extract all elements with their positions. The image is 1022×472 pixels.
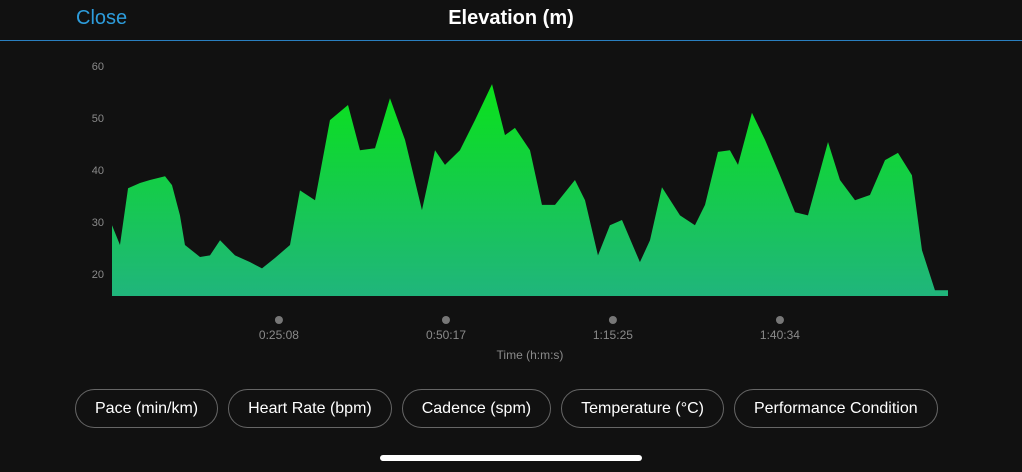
x-tick-mark	[274, 316, 283, 324]
x-tick-label: 0:25:08	[259, 328, 299, 342]
x-tick-mark	[441, 316, 450, 324]
y-tick-label: 30	[92, 217, 104, 229]
y-tick-label: 40	[92, 165, 104, 177]
x-tick-mark	[775, 316, 784, 324]
x-tick-mark	[608, 316, 617, 324]
metric-button[interactable]: Cadence (spm)	[401, 389, 552, 428]
elevation-area	[112, 84, 948, 296]
metric-button[interactable]: Pace (min/km)	[75, 389, 219, 428]
metric-button[interactable]: Temperature (°C)	[561, 389, 724, 428]
y-tick-label: 60	[92, 61, 104, 73]
chart: Time (h:m:s) 20 30 40 50 60 0:25:08 0:50:17 1:1…	[92, 61, 948, 362]
metric-buttons: Pace (min/km) Heart Rate (bpm) Cadence (sp…	[75, 389, 966, 429]
screen-title: Elevation (m)	[448, 7, 574, 29]
header-divider	[0, 40, 1022, 41]
x-tick-label: 0:50:17	[426, 328, 466, 342]
x-tick-label: 1:40:34	[760, 328, 800, 342]
metric-button[interactable]: Performance Condition	[733, 389, 938, 428]
metric-button[interactable]: Heart Rate (bpm)	[228, 389, 392, 428]
close-button[interactable]: Close	[76, 7, 128, 29]
y-tick-label: 50	[92, 113, 104, 125]
x-tick-label: 1:15:25	[593, 328, 633, 342]
x-axis-label: Time (h:m:s)	[497, 348, 564, 362]
y-tick-label: 20	[92, 269, 104, 281]
home-indicator	[380, 455, 642, 461]
